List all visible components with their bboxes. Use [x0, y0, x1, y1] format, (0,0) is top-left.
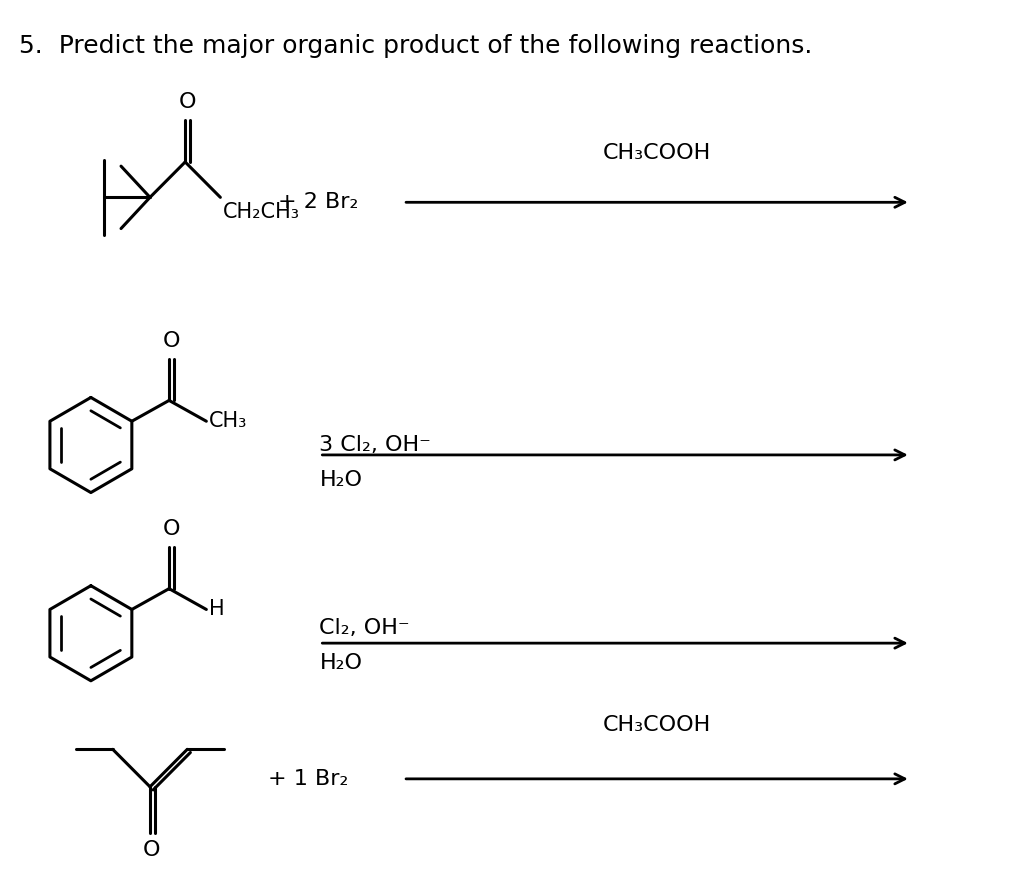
- Text: CH₂CH₃: CH₂CH₃: [224, 202, 301, 222]
- Text: CH₃COOH: CH₃COOH: [603, 715, 711, 735]
- Text: H₂O: H₂O: [319, 470, 363, 490]
- Text: O: O: [163, 519, 180, 539]
- Text: + 1 Br₂: + 1 Br₂: [268, 769, 348, 789]
- Text: CH₃COOH: CH₃COOH: [603, 143, 711, 162]
- Text: CH₃: CH₃: [209, 411, 247, 431]
- Text: O: O: [178, 93, 196, 112]
- Text: H: H: [209, 599, 225, 619]
- Text: O: O: [163, 331, 180, 351]
- Text: H₂O: H₂O: [319, 653, 363, 673]
- Text: O: O: [143, 840, 161, 861]
- Text: 3 Cl₂, OH⁻: 3 Cl₂, OH⁻: [319, 435, 432, 455]
- Text: Cl₂, OH⁻: Cl₂, OH⁻: [319, 618, 410, 639]
- Text: + 2 Br₂: + 2 Br₂: [278, 193, 358, 212]
- Text: 5.  Predict the major organic product of the following reactions.: 5. Predict the major organic product of …: [19, 34, 813, 58]
